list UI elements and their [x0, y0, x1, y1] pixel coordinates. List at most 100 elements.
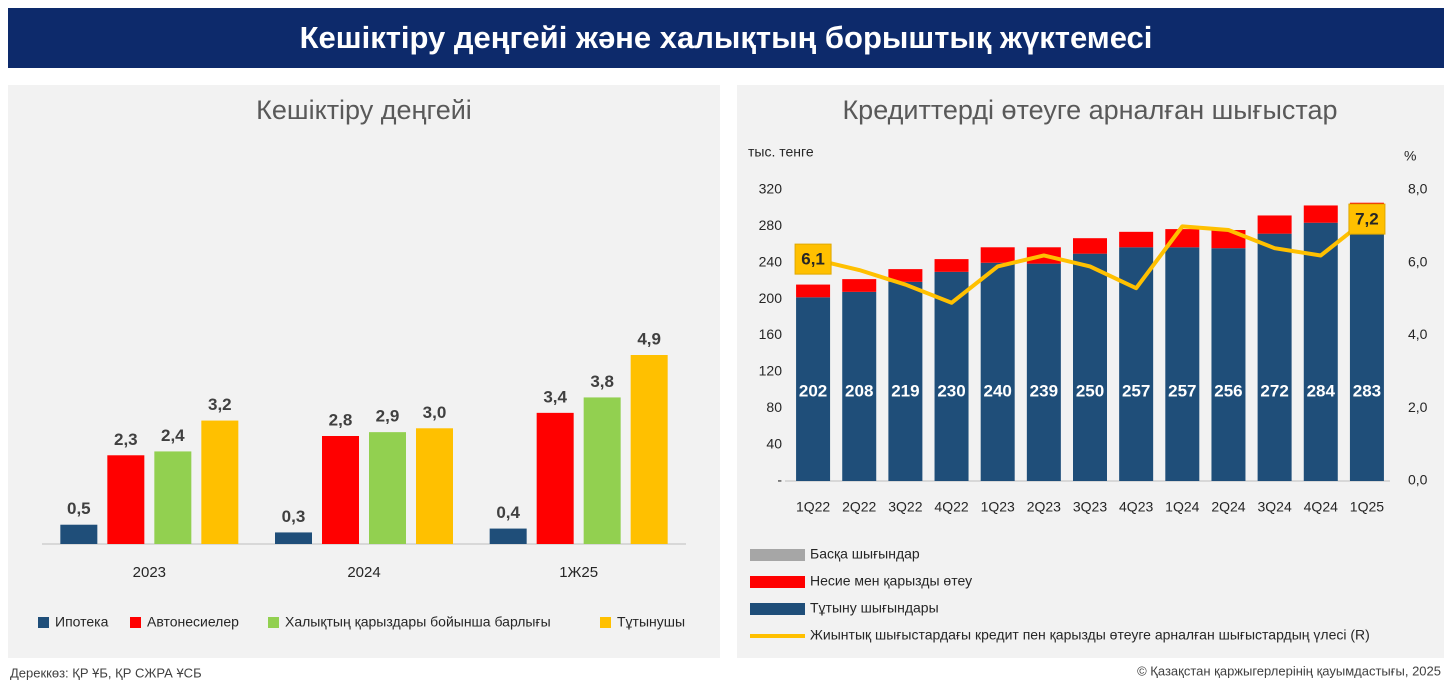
- legend-swatch: [600, 617, 611, 628]
- legend-label: Тұтынушы: [617, 614, 685, 630]
- bar-segment: [1165, 247, 1200, 481]
- y-tick-label: 200: [759, 290, 783, 306]
- bar-segment: [796, 284, 831, 298]
- legend-label: Несие мен қарызды өтеу: [810, 573, 972, 589]
- chart-title: Кредиттерді өтеуге арналған шығыстар: [842, 95, 1337, 125]
- legend-label: Тұтыну шығындары: [810, 600, 939, 616]
- bar: [630, 355, 668, 544]
- bar-value-label: 272: [1260, 381, 1288, 400]
- value-label: 3,0: [423, 403, 447, 422]
- y-tick-label: -: [777, 472, 782, 488]
- bar: [201, 420, 239, 544]
- bar-value-label: 219: [891, 381, 919, 400]
- left-panel: [8, 85, 720, 658]
- y-tick-label: 280: [759, 217, 783, 233]
- value-label: 2,3: [114, 430, 138, 449]
- bar: [322, 436, 359, 544]
- bar: [154, 451, 192, 544]
- bar-segment: [1073, 238, 1107, 254]
- x-tick-label: 2023: [133, 564, 166, 581]
- header-title: Кешіктіру деңгейі және халықтың борыштық…: [300, 20, 1153, 55]
- copyright: © Қазақстан қаржыгерлерінің қауымдастығы…: [1137, 663, 1441, 678]
- bar-segment: [980, 262, 1015, 481]
- bar-segment: [980, 247, 1015, 263]
- bar-value-label: 257: [1122, 381, 1150, 400]
- legend-swatch: [130, 617, 141, 628]
- y2-tick-label: 6,0: [1408, 253, 1428, 269]
- value-label: 3,4: [543, 387, 567, 406]
- value-label: 4,9: [637, 329, 661, 348]
- x-tick-label: 2Q24: [1211, 499, 1245, 515]
- bar: [60, 524, 98, 544]
- legend-swatch: [750, 549, 805, 561]
- x-tick-label: 1Q23: [981, 499, 1015, 515]
- bar: [583, 397, 621, 544]
- y2-tick-label: 4,0: [1408, 326, 1428, 342]
- bar-segment: [1211, 248, 1246, 481]
- x-tick-label: 4Q24: [1304, 499, 1338, 515]
- x-tick-label: 3Q22: [888, 499, 922, 515]
- value-label: 3,8: [590, 372, 614, 391]
- chart-title: Кешіктіру деңгейі: [256, 95, 472, 125]
- y-tick-label: 320: [759, 181, 783, 197]
- x-tick-label: 1Q24: [1165, 499, 1199, 515]
- y-tick-label: 80: [766, 399, 782, 415]
- x-tick-label: 2024: [347, 564, 380, 581]
- x-tick-label: 4Q23: [1119, 499, 1153, 515]
- bar-segment: [1303, 222, 1338, 482]
- bar-value-label: 250: [1076, 381, 1104, 400]
- line-value-label: 6,1: [801, 250, 825, 269]
- bar-segment: [934, 271, 969, 481]
- bar: [536, 412, 574, 544]
- bar-value-label: 257: [1168, 381, 1196, 400]
- bar: [416, 428, 453, 544]
- bar-value-label: 239: [1030, 381, 1058, 400]
- value-label: 0,5: [67, 499, 91, 518]
- bar-segment: [1119, 231, 1154, 248]
- legend-swatch: [38, 617, 49, 628]
- value-label: 2,9: [376, 407, 400, 426]
- source-note: Дереккөз: ҚР ҰБ, ҚР СЖРА ҰСБ: [10, 665, 202, 680]
- bar-segment: [842, 291, 877, 481]
- y-tick-label: 240: [759, 253, 783, 269]
- legend-label: Ипотека: [55, 614, 109, 630]
- bar-segment: [796, 297, 831, 481]
- y2-axis-label: %: [1404, 148, 1416, 164]
- x-tick-label: 3Q24: [1257, 499, 1291, 515]
- bar: [275, 532, 312, 544]
- bar-segment: [1349, 223, 1384, 481]
- bar: [489, 528, 527, 544]
- value-label: 2,8: [329, 410, 353, 429]
- bar-segment: [1073, 253, 1107, 481]
- bar-segment: [1257, 233, 1292, 481]
- bar-value-label: 283: [1353, 381, 1381, 400]
- bar-value-label: 240: [984, 381, 1012, 400]
- bar-value-label: 202: [799, 381, 827, 400]
- value-label: 0,3: [282, 507, 306, 526]
- y-tick-label: 40: [766, 435, 782, 451]
- x-tick-label: 1Q25: [1350, 499, 1384, 515]
- legend-label: Халықтың қарыздары бойынша барлығы: [285, 614, 551, 630]
- value-label: 0,4: [496, 503, 520, 522]
- y2-tick-label: 0,0: [1408, 472, 1428, 488]
- bar-segment: [842, 279, 877, 292]
- value-label-box: [794, 243, 832, 275]
- y-tick-label: 120: [759, 363, 783, 379]
- value-label-box: [1348, 203, 1386, 235]
- x-tick-label: 2Q23: [1027, 499, 1061, 515]
- bar-value-label: 230: [937, 381, 965, 400]
- legend-label: Автонесиелер: [147, 614, 239, 630]
- y2-tick-label: 2,0: [1408, 399, 1428, 415]
- legend-swatch: [750, 576, 805, 588]
- bar-value-label: 208: [845, 381, 873, 400]
- bar-segment: [934, 259, 969, 272]
- y-tick-label: 160: [759, 326, 783, 342]
- bar-value-label: 284: [1307, 381, 1336, 400]
- bar-segment: [888, 281, 923, 481]
- bar: [369, 432, 406, 544]
- legend-label: Басқа шығындар: [810, 546, 920, 562]
- line-value-label: 7,2: [1355, 210, 1379, 229]
- x-tick-label: 2Q22: [842, 499, 876, 515]
- bar-value-label: 256: [1214, 381, 1242, 400]
